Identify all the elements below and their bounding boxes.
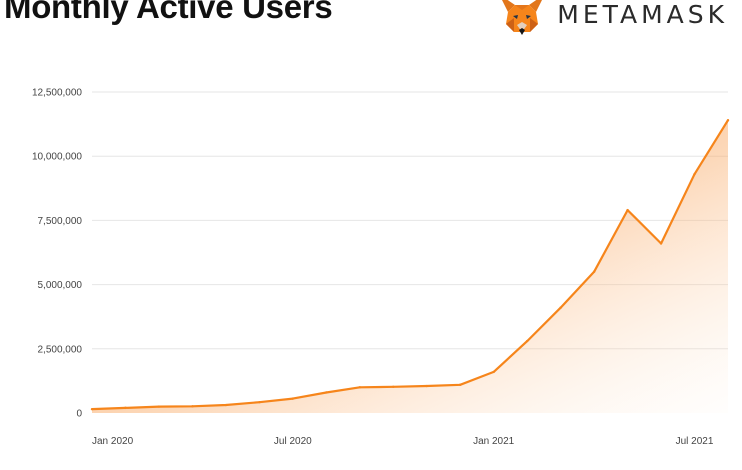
data-point <box>726 119 730 122</box>
y-tick-label: 0 <box>76 409 82 420</box>
data-point <box>459 383 462 386</box>
data-point <box>425 384 428 388</box>
y-tick-label: 12,500,000 <box>32 88 82 99</box>
brand-logo: METAMASK <box>497 0 728 36</box>
data-point <box>559 306 562 309</box>
data-point <box>392 385 395 389</box>
data-point <box>325 391 328 394</box>
data-point <box>492 370 495 374</box>
data-point <box>659 242 663 245</box>
x-tick-label: Jan 2020 <box>92 436 134 447</box>
x-tick-label: Jul 2020 <box>274 436 312 447</box>
x-tick-label: Jul 2021 <box>676 436 714 447</box>
data-points <box>90 119 730 411</box>
page-title: Monthly Active Users <box>4 0 333 25</box>
data-point <box>191 405 194 408</box>
data-point <box>224 403 228 407</box>
brand-name: METAMASK <box>557 0 728 29</box>
data-point <box>626 208 629 212</box>
data-point <box>358 386 361 389</box>
metamask-fox-icon <box>497 0 547 36</box>
x-axis-ticks: Jan 2020 Jul 2020 Jan 2021 Jul 2021 <box>92 436 714 447</box>
series-line <box>91 119 729 411</box>
data-point <box>525 339 529 343</box>
data-point <box>90 407 94 411</box>
y-axis-ticks: 0 2,500,000 5,000,000 7,500,000 10,000,000 12… <box>32 88 83 420</box>
data-point <box>592 270 596 273</box>
data-point <box>693 172 696 176</box>
y-tick-label: 5,000,000 <box>38 280 83 291</box>
y-tick-label: 10,000,000 <box>32 152 82 163</box>
y-tick-label: 2,500,000 <box>38 344 83 355</box>
area-fill <box>92 120 728 413</box>
y-tick-label: 7,500,000 <box>38 216 83 227</box>
data-point <box>157 405 161 408</box>
data-point <box>291 397 295 400</box>
data-point <box>124 406 127 410</box>
x-tick-label: Jan 2021 <box>473 436 515 447</box>
data-point <box>258 401 261 404</box>
